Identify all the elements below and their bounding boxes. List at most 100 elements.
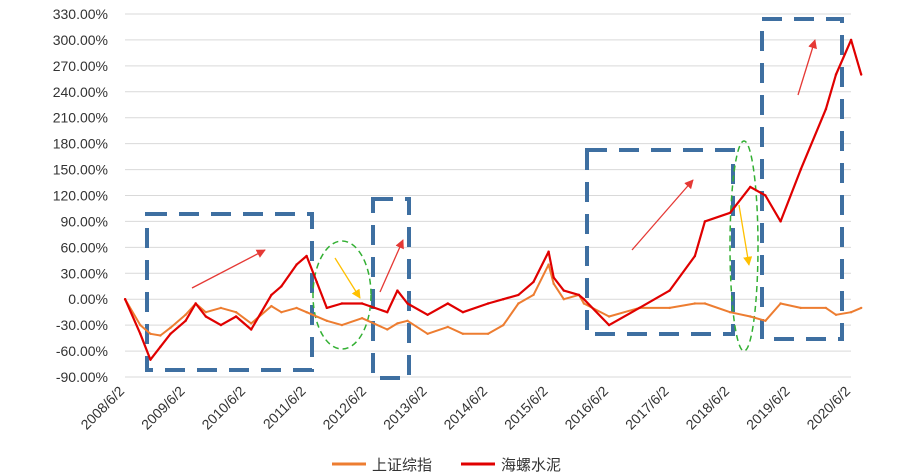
dashed-highlight-box [585,148,735,336]
data-point [547,263,550,266]
y-tick-label: 60.00% [61,239,108,255]
x-tick-label: 2016/6/2 [561,383,611,433]
data-point [159,334,162,337]
data-point [149,332,152,335]
y-tick-label: -60.00% [56,343,108,359]
trend-arrow-red [191,249,266,289]
data-point [461,332,465,335]
trend-arrow-yellow [334,257,361,299]
data-point [668,306,671,310]
series-line-conch-cement [124,38,863,361]
data-point [582,298,586,301]
data-point [159,345,162,348]
data-point [315,280,318,284]
data-point [638,306,641,310]
data-point [749,185,752,189]
data-point [764,194,767,197]
data-point [532,280,535,284]
y-tick-label: 0.00% [68,291,108,307]
data-point [552,276,555,279]
data-point [562,298,565,301]
data-point [295,306,298,310]
legend-label-shanghai-index: 上证综指 [372,456,432,472]
data-point [184,319,187,322]
legend: 上证综指 海螺水泥 [332,456,561,472]
y-tick-label: 30.00% [61,265,108,281]
y-tick-label: 330.00% [53,6,108,22]
data-point [703,220,707,223]
data-point [517,293,520,297]
dashed-ellipse-highlight [729,140,759,352]
data-point [123,298,127,301]
data-point [486,302,490,305]
x-tick-label: 2008/6/2 [77,383,127,433]
data-point [250,328,253,331]
dashed-highlight-box [760,17,844,341]
data-point [406,302,409,305]
x-axis-tick-labels: 2008/6/2 2009/6/2 2010/6/2 2011/6/2 2012/6/2… [77,383,853,433]
data-point [295,263,298,266]
data-point [139,323,142,327]
data-point [552,282,555,285]
data-point [824,107,828,111]
series-lines [123,38,863,361]
data-point [582,302,586,305]
x-tick-label: 2014/6/2 [440,383,490,433]
data-point [204,311,207,314]
dashed-highlight-box [371,197,411,380]
x-tick-label: 2011/6/2 [260,383,309,432]
data-point [139,332,142,335]
data-point [280,311,283,314]
trend-arrow-red [631,179,694,251]
data-point [406,319,409,322]
trend-arrow-red [379,239,404,293]
data-point [340,323,344,327]
data-point [446,325,449,329]
y-tick-label: 240.00% [53,84,108,100]
data-point [849,38,853,42]
annotation-layer [145,17,844,380]
data-point [849,311,853,314]
data-point [764,319,767,322]
data-point [607,323,611,327]
data-point [799,306,802,310]
data-point [799,168,802,171]
data-point [446,302,449,305]
y-tick-label: -30.00% [56,317,108,333]
data-point [280,285,283,288]
data-point [728,211,732,214]
dashed-highlight-box [145,212,314,372]
data-point [693,254,697,258]
data-point [749,315,752,318]
data-point [532,293,535,297]
data-point [703,302,707,305]
data-point [169,326,172,329]
data-point [486,332,490,335]
data-point [250,322,253,325]
y-tick-label: 150.00% [53,162,108,178]
y-tick-label: 120.00% [53,188,108,204]
data-point [305,311,308,314]
data-point [386,311,389,314]
data-point [234,311,238,314]
data-point [219,323,223,327]
y-tick-label: -90.00% [56,369,108,385]
x-tick-label: 2019/6/2 [743,383,793,433]
data-point [860,73,863,76]
data-point [502,298,505,301]
data-point [219,306,223,310]
y-tick-label: 270.00% [53,58,108,74]
data-point [728,311,732,314]
data-point [607,315,611,318]
data-point [396,289,399,292]
data-point [824,306,828,310]
data-point [360,302,364,305]
data-point [234,315,238,318]
x-tick-label: 2017/6/2 [622,383,672,433]
data-point [194,302,197,305]
x-tick-label: 2020/6/2 [803,383,853,433]
data-point [396,322,399,325]
data-point [270,304,273,308]
data-point [325,319,328,322]
